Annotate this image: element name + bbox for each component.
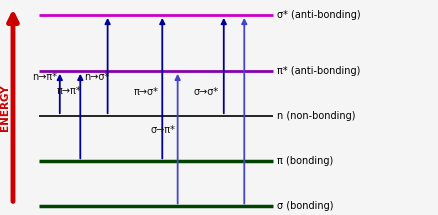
Text: ENERGY: ENERGY	[0, 84, 11, 131]
Text: σ→σ*: σ→σ*	[193, 87, 218, 97]
Text: π→σ*: π→σ*	[133, 87, 158, 97]
Text: σ* (anti-bonding): σ* (anti-bonding)	[277, 10, 360, 20]
Text: n (non-bonding): n (non-bonding)	[277, 111, 355, 121]
Text: σ (bonding): σ (bonding)	[277, 201, 333, 211]
Text: π (bonding): π (bonding)	[277, 156, 333, 166]
Text: n→σ*: n→σ*	[84, 72, 109, 82]
Text: π* (anti-bonding): π* (anti-bonding)	[277, 66, 360, 76]
Text: π→π*: π→π*	[57, 86, 81, 96]
Text: n→π*: n→π*	[32, 72, 57, 82]
Text: σ→π*: σ→π*	[150, 125, 175, 135]
